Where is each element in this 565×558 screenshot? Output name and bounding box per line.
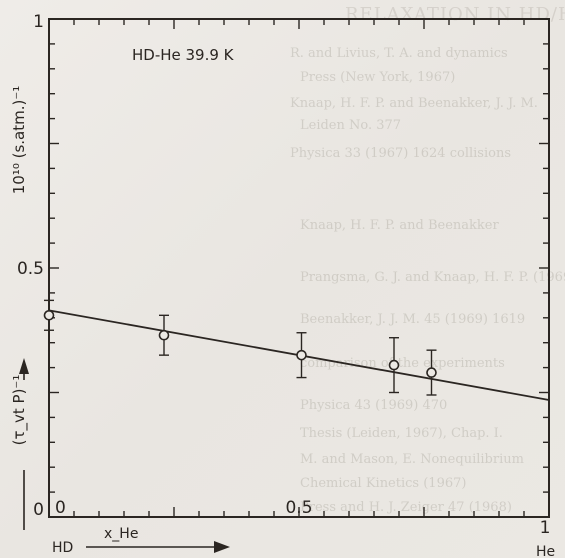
x-tick-label: 1 <box>540 518 551 538</box>
data-point <box>296 349 307 361</box>
plot-frame <box>48 18 550 518</box>
y-axis-arrow-head-icon <box>19 358 29 374</box>
y-tick-label: 1 <box>33 12 44 32</box>
y-axis-label-bottom: (τ_vt P)⁻¹ <box>10 375 29 446</box>
x-axis-start-label: HD <box>52 540 73 556</box>
data-point <box>426 367 437 378</box>
data-points <box>43 299 437 396</box>
series-title: HD-He 39.9 K <box>132 46 235 64</box>
x-axis-label: x_He <box>104 526 138 542</box>
x-axis-end-label: He <box>536 544 555 558</box>
axes <box>48 18 550 518</box>
data-point <box>158 329 170 341</box>
x-axis-label-group: HD x_He He <box>52 526 555 558</box>
y-axis-label-bottom-group: (τ_vt P)⁻¹ <box>10 358 29 530</box>
tick-labels: 0 0.5 1 0 0.5 1 <box>17 12 550 538</box>
y-axis-label-top: 10¹⁰ (s.atm.)⁻¹ <box>10 86 28 195</box>
y-tick-label: 0 <box>33 500 44 520</box>
x-axis-arrow-head-icon <box>214 541 230 553</box>
x-tick-label: 0.5 <box>285 498 312 518</box>
data-point <box>43 310 55 321</box>
y-tick-label: 0.5 <box>17 259 44 279</box>
data-point <box>388 359 400 371</box>
ticks <box>48 18 550 518</box>
x-tick-label: 0 <box>55 498 66 518</box>
